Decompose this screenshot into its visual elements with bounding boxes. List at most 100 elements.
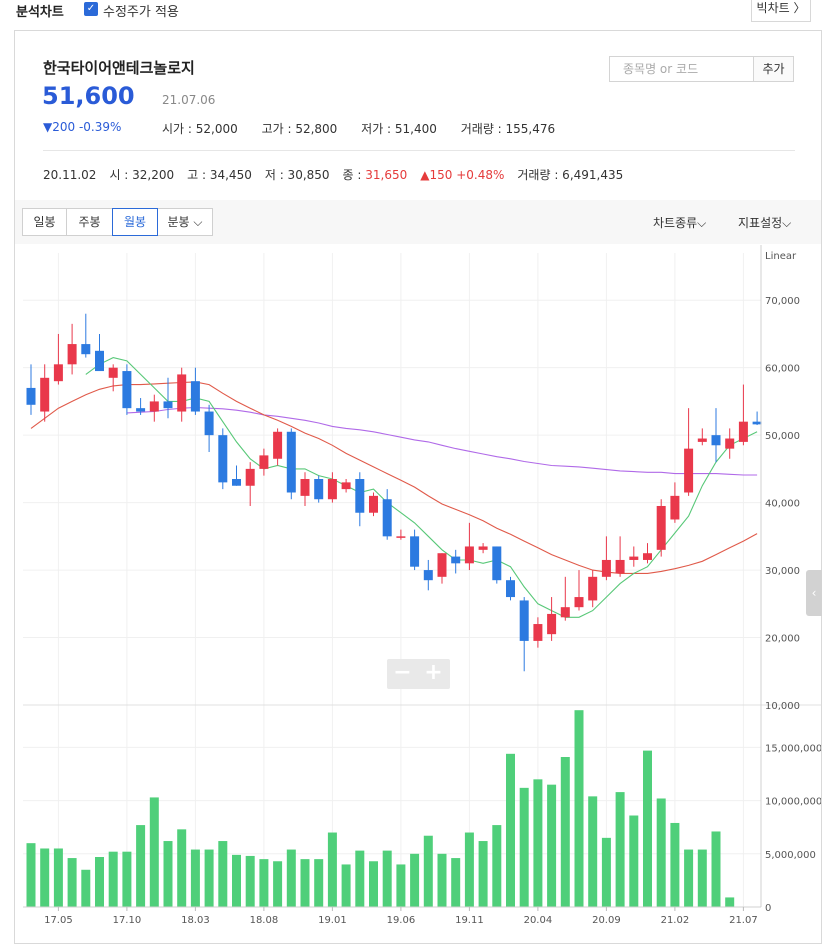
- side-panel-toggle-icon[interactable]: ‹: [806, 570, 822, 616]
- tab-minute[interactable]: 분봉 ⌵: [157, 208, 213, 236]
- volume-bar: [697, 849, 707, 907]
- candle-body: [341, 482, 351, 490]
- volume-bar: [656, 798, 666, 907]
- volume-bar: [327, 832, 337, 907]
- volume-bars: [26, 710, 735, 907]
- zoom-out-button[interactable]: −: [393, 660, 412, 685]
- volume-tick-label: 0: [765, 903, 771, 914]
- volume-bar: [588, 796, 598, 907]
- x-tick-label: 19.01: [318, 915, 347, 926]
- zoom-in-button[interactable]: +: [424, 660, 443, 685]
- candle-body: [122, 371, 132, 409]
- volume-bar: [204, 849, 214, 907]
- volume-bar: [519, 787, 529, 907]
- candle-body: [314, 479, 324, 500]
- top-bar: 분석차트 ✓ 수정주가 적용 빅차트 〉: [0, 0, 834, 28]
- volume-bar: [149, 797, 159, 907]
- hover-low: 저 : 30,850: [264, 168, 330, 182]
- candle-body: [588, 576, 598, 601]
- candle-body: [218, 435, 228, 483]
- candle-body: [136, 408, 146, 412]
- x-tick-label: 19.06: [387, 915, 416, 926]
- volume-bar: [410, 853, 420, 907]
- add-stock-button[interactable]: 추가: [753, 56, 794, 82]
- hover-date: 20.11.02: [43, 168, 97, 182]
- volume-bar: [615, 792, 625, 907]
- volume-bar: [163, 841, 173, 907]
- chart-type-menu[interactable]: 차트종류⌵: [653, 216, 707, 230]
- volume-bar: [478, 841, 488, 907]
- candle-body: [163, 401, 173, 409]
- volume-bar: [273, 861, 283, 907]
- price-tick-label: 20,000: [765, 634, 800, 645]
- volume-bar: [464, 832, 474, 907]
- volume-bar: [26, 843, 36, 907]
- open-price: 시가 : 52,000: [162, 122, 238, 136]
- price-tick-label: 70,000: [765, 296, 800, 307]
- page-title: 분석차트: [16, 5, 64, 20]
- tab-weekly[interactable]: 주봉: [66, 208, 113, 236]
- volume-bar: [218, 841, 228, 907]
- volume-bar: [136, 825, 146, 907]
- volume-bar: [95, 857, 104, 907]
- candle-body: [81, 344, 91, 355]
- candle-body: [464, 546, 474, 564]
- volume-tick-label: 10,000,000: [765, 797, 821, 808]
- volume-bar: [355, 850, 365, 907]
- candle-body: [369, 495, 378, 513]
- volume-bar: [437, 853, 447, 907]
- volume-bar: [711, 831, 721, 907]
- volume-bar: [177, 829, 187, 907]
- x-tick-label: 18.08: [250, 915, 279, 926]
- candles: [26, 313, 762, 672]
- candle-body: [53, 364, 63, 382]
- candle-body: [492, 546, 502, 581]
- hover-close-label: 종 :: [342, 168, 366, 182]
- candle-body: [396, 536, 406, 538]
- candle-body: [629, 556, 639, 560]
- x-tick-label: 20.04: [524, 915, 553, 926]
- volume-bar: [423, 835, 433, 907]
- candle-body: [204, 411, 214, 436]
- trade-volume: 거래량 : 155,476: [460, 122, 556, 136]
- adjusted-price-checkbox[interactable]: ✓: [84, 2, 98, 16]
- indicator-settings-menu[interactable]: 지표설정⌵: [738, 216, 792, 230]
- volume-bar: [259, 859, 269, 907]
- candle-body: [697, 438, 707, 442]
- price-tick-label: 40,000: [765, 499, 800, 510]
- price-tick-label: 10,000: [765, 701, 800, 712]
- ma5-line: [85, 357, 758, 618]
- hover-open: 시 : 32,200: [109, 168, 175, 182]
- price-change: ▼200 -0.39%: [43, 120, 122, 134]
- candle-body: [684, 448, 694, 493]
- candle-body: [410, 536, 420, 567]
- volume-bar: [506, 753, 515, 907]
- candle-body: [190, 381, 200, 412]
- hover-high: 고 : 34,450: [187, 168, 252, 182]
- x-tick-label: 18.03: [181, 915, 210, 926]
- x-tick-label: 19.11: [455, 915, 484, 926]
- volume-bar: [643, 750, 652, 907]
- low-price: 저가 : 51,400: [361, 122, 437, 136]
- candle-body: [300, 479, 310, 496]
- volume-bar: [245, 855, 255, 907]
- big-chart-button[interactable]: 빅차트 〉: [751, 0, 811, 22]
- stock-chart[interactable]: Linear 10,000 20,000 30,000 40,000 50,000 60,0…: [15, 245, 821, 943]
- candle-body: [725, 438, 735, 449]
- volume-bar: [629, 815, 639, 907]
- tab-daily[interactable]: 일봉: [22, 208, 67, 236]
- stock-search-input[interactable]: 종목명 or 코드: [609, 56, 754, 82]
- ma60-line: [126, 406, 758, 476]
- volume-bar: [53, 848, 63, 907]
- volume-bar: [190, 849, 200, 907]
- tab-monthly[interactable]: 월봉: [112, 208, 158, 236]
- volume-bar: [601, 837, 611, 907]
- candle-body: [478, 546, 488, 550]
- volume-bar: [451, 858, 461, 907]
- price-tick-label: 30,000: [765, 566, 800, 577]
- candle-body: [355, 479, 365, 513]
- adjusted-price-label[interactable]: 수정주가 적용: [103, 5, 179, 20]
- moving-average-lines: [30, 357, 758, 618]
- candle-body: [451, 556, 461, 564]
- candle-body: [327, 479, 337, 500]
